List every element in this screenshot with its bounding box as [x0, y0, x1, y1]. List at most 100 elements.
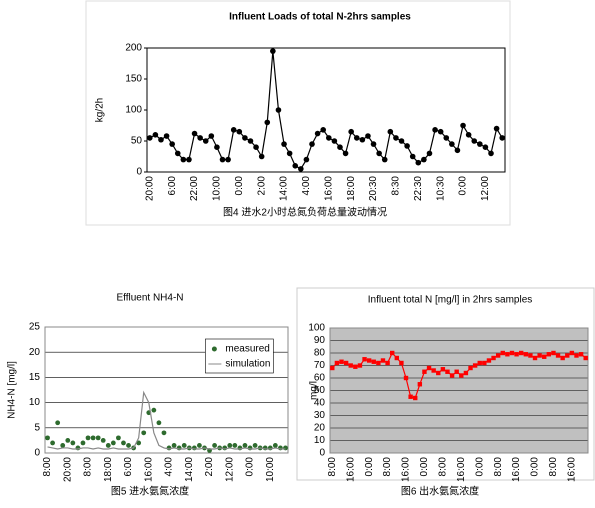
data-point	[152, 132, 159, 138]
data-point	[100, 438, 106, 443]
data-point	[339, 359, 344, 364]
legend-label: simulation	[225, 359, 270, 370]
data-point	[409, 153, 416, 160]
data-point	[477, 141, 483, 147]
data-point	[278, 445, 283, 451]
data-point	[197, 135, 203, 141]
chart-title: Influent Loads of total N-2hrs samples	[229, 12, 411, 23]
data-point	[437, 128, 444, 135]
x-tick-label: 20:00	[62, 457, 73, 482]
data-point	[463, 370, 469, 376]
data-point	[482, 144, 489, 150]
x-tick-label: 8:00	[548, 457, 559, 477]
data-point	[353, 364, 358, 369]
x-tick-label: 12:00	[224, 457, 235, 482]
data-point	[380, 358, 386, 363]
data-point	[169, 141, 175, 147]
data-point	[298, 166, 304, 172]
x-tick-label: 0:00	[419, 457, 430, 477]
data-point	[454, 369, 459, 374]
x-tick-label: 0:00	[234, 176, 245, 196]
x-tick-label: 0:00	[245, 457, 256, 477]
data-point	[454, 147, 461, 154]
data-point	[264, 119, 271, 126]
y-tick-label: 10	[29, 397, 41, 408]
data-point	[518, 350, 524, 356]
data-point	[166, 445, 172, 451]
data-point	[472, 363, 478, 368]
data-point	[565, 353, 570, 358]
data-point	[477, 360, 482, 366]
data-point	[426, 150, 433, 157]
data-point	[247, 138, 254, 144]
data-point	[449, 141, 455, 147]
y-tick-label: 25	[29, 322, 41, 333]
data-point	[151, 407, 157, 413]
data-point	[371, 359, 376, 364]
data-point	[421, 156, 427, 163]
data-point	[353, 135, 360, 141]
data-point	[528, 353, 533, 358]
x-tick-label: 22:00	[189, 176, 200, 201]
data-point	[426, 365, 432, 371]
data-point	[408, 394, 413, 399]
y-tick-label: 0	[34, 448, 40, 459]
data-point	[158, 136, 164, 143]
data-point	[440, 367, 446, 372]
data-point	[214, 144, 220, 150]
data-point	[208, 133, 215, 139]
data-point	[537, 353, 542, 358]
data-point	[574, 353, 579, 358]
data-point	[445, 369, 450, 374]
y-tick-label: 200	[125, 43, 142, 54]
data-point	[482, 360, 487, 366]
x-tick-label: 8:00	[42, 457, 53, 477]
caption: 图5 进水氨氮浓度	[111, 485, 189, 498]
data-point	[413, 395, 418, 401]
data-point	[227, 443, 233, 448]
data-point	[583, 355, 588, 361]
data-point	[532, 355, 538, 361]
x-tick-label: 0:00	[364, 457, 375, 477]
data-point	[191, 445, 197, 451]
y-tick-label: 90	[314, 335, 326, 346]
y-tick-label: 0	[319, 448, 325, 459]
data-point	[161, 430, 167, 436]
data-point	[551, 350, 556, 356]
y-tick-label: 0	[136, 167, 142, 178]
y-tick-label: 70	[314, 360, 326, 371]
frame	[296, 287, 595, 481]
x-tick-label: 16:00	[345, 457, 356, 482]
data-point	[45, 435, 50, 441]
data-point	[65, 438, 71, 443]
data-point	[156, 420, 162, 426]
y-tick-label: 50	[314, 385, 326, 396]
data-point	[523, 352, 529, 357]
data-point	[55, 420, 61, 426]
x-tick-label: 0:00	[530, 457, 541, 477]
data-point	[376, 360, 381, 366]
data-point	[542, 354, 547, 359]
data-point	[320, 127, 327, 133]
x-tick-label: 8:00	[493, 457, 504, 477]
y-tick-label: 15	[29, 372, 41, 383]
data-point	[309, 141, 315, 147]
data-point	[75, 445, 81, 451]
y-tick-label: 50	[131, 136, 143, 147]
plot-border	[44, 326, 289, 454]
data-point	[370, 141, 377, 147]
y-tick-label: 100	[308, 323, 325, 334]
data-point	[460, 122, 466, 129]
x-tick-label: 10:00	[265, 457, 276, 482]
data-point	[348, 363, 353, 368]
x-tick-label: 16:00	[456, 457, 467, 482]
data-point	[546, 352, 552, 357]
data-point	[267, 445, 273, 451]
data-point	[432, 127, 438, 133]
data-point	[465, 132, 472, 138]
data-point	[415, 159, 422, 166]
data-point	[275, 107, 282, 113]
data-point	[422, 369, 427, 374]
data-point	[60, 443, 66, 448]
data-point	[509, 350, 515, 356]
